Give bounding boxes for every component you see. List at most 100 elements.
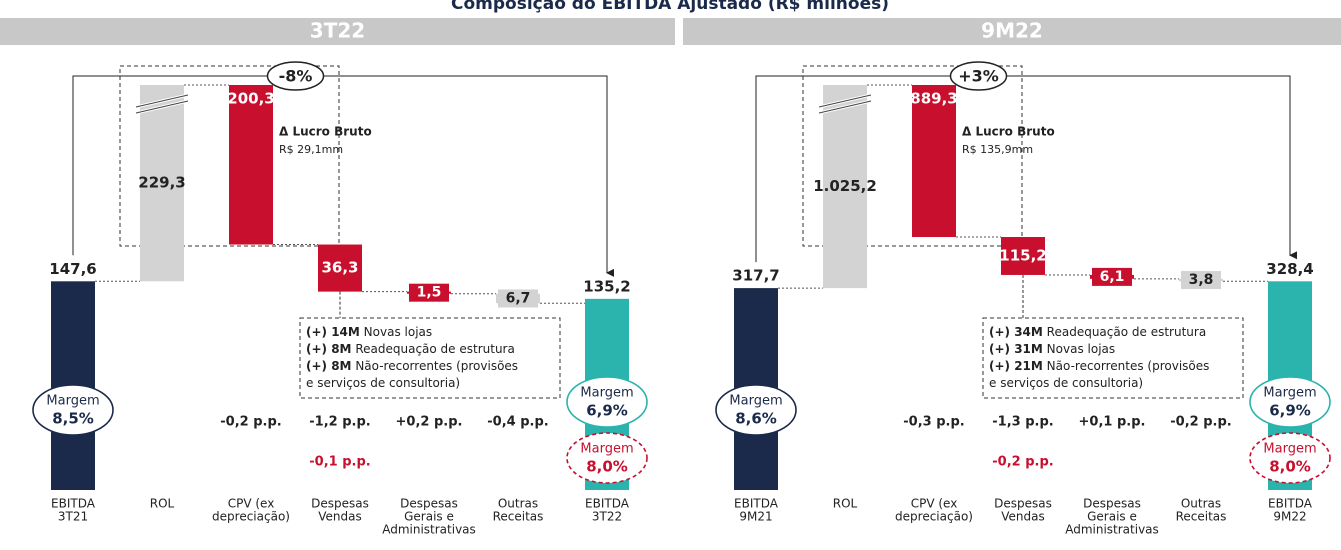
note-text: Não-recorrentes (provisões (1047, 359, 1210, 373)
margin-label: Margem (1263, 442, 1316, 457)
value-label: 3,8 (1189, 272, 1214, 288)
value-label: 889,3 (910, 90, 957, 108)
note-text: e serviços de consultoria) (989, 376, 1143, 390)
bar (823, 85, 867, 289)
note-line: (+) 31M Novas lojas (989, 342, 1115, 356)
note-lead: (+) 14M (306, 325, 360, 339)
panel-header-label: 9M22 (981, 19, 1043, 43)
category-label: ROL (150, 497, 175, 511)
note-line: (+) 21M Não-recorrentes (provisões (989, 359, 1209, 373)
margin-value: 6,9% (586, 402, 628, 420)
value-label: 1,5 (417, 285, 442, 301)
margin-change: -1,3 p.p. (992, 415, 1053, 430)
margin-change: -1,2 p.p. (309, 415, 370, 430)
margin-change: -0,2 p.p. (220, 415, 281, 430)
margin-label: Margem (46, 394, 99, 409)
axis-break (135, 100, 189, 114)
category-label: Gerais e (1087, 510, 1137, 524)
margin-badge (1249, 432, 1331, 484)
margin-value: 8,0% (586, 458, 628, 476)
note-text: Novas lojas (364, 325, 432, 339)
category-label: 3T21 (58, 510, 88, 524)
category-label: Receitas (1176, 510, 1227, 524)
value-label: 1.025,2 (813, 177, 877, 195)
category-label: Vendas (1001, 510, 1045, 524)
value-label: 147,6 (49, 260, 96, 278)
note-text: Novas lojas (1047, 342, 1115, 356)
value-label-box (498, 289, 538, 308)
note-text: Não-recorrentes (provisões (355, 359, 518, 373)
value-label-box (409, 283, 449, 302)
margin-label: Margem (729, 394, 782, 409)
change-arrow (72, 75, 614, 277)
margin-badge (32, 384, 114, 436)
note-line: (+) 8M Readequação de estrutura (306, 342, 515, 356)
change-badge (266, 61, 325, 91)
category-label: EBITDA (51, 497, 96, 511)
panel-header (683, 18, 1341, 45)
category-label: depreciação) (895, 510, 973, 524)
note-lead: (+) 8M (306, 359, 352, 373)
note-text: e serviços de consultoria) (306, 376, 460, 390)
note-line: (+) 8M Não-recorrentes (provisões (306, 359, 518, 373)
note-text: Readequação de estrutura (355, 342, 515, 356)
gross-profit-value: R$ 29,1mm (279, 143, 343, 156)
category-label: CPV (ex (911, 497, 958, 511)
category-label: Administrativas (1065, 523, 1159, 537)
notes-box (982, 317, 1244, 399)
value-label: 135,2 (583, 277, 630, 295)
value-label: 200,3 (227, 90, 274, 108)
margin-badge (566, 376, 648, 428)
margin-badge (1249, 376, 1331, 428)
note-line: e serviços de consultoria) (306, 376, 460, 390)
margin-value: 8,6% (735, 410, 777, 428)
category-label: Outras (498, 497, 538, 511)
note-lead: (+) 8M (306, 342, 352, 356)
margin-value: 8,0% (1269, 458, 1311, 476)
margin-label: Margem (580, 386, 633, 401)
margin-badge (715, 384, 797, 436)
bar (1001, 237, 1045, 275)
margin-badge (566, 432, 648, 484)
change-label: +3% (958, 67, 999, 86)
category-label: 9M22 (1273, 510, 1306, 524)
gross-profit-label: Δ Lucro Bruto (279, 125, 372, 139)
category-label: EBITDA (1268, 497, 1313, 511)
note-lead: (+) 34M (989, 325, 1043, 339)
margin-value: 8,5% (52, 410, 94, 428)
margin-label: Margem (580, 442, 633, 457)
value-label: 229,3 (138, 174, 185, 192)
value-label: 115,2 (999, 246, 1046, 264)
category-label: Despesas (1083, 497, 1141, 511)
note-text: Readequação de estrutura (1047, 325, 1207, 339)
category-label: EBITDA (585, 497, 630, 511)
category-label: Despesas (311, 497, 369, 511)
adjusted-margin-change: -0,1 p.p. (309, 455, 370, 470)
bar (912, 85, 956, 238)
axis-break (818, 100, 872, 114)
value-label-box (1181, 271, 1221, 290)
category-label: CPV (ex (228, 497, 275, 511)
note-lead: (+) 31M (989, 342, 1043, 356)
category-label: Vendas (318, 510, 362, 524)
chart-title: Composição do EBITDA Ajustado (R$ milhõe… (451, 0, 889, 14)
bar (140, 85, 184, 282)
margin-label: Margem (1263, 386, 1316, 401)
value-label: 6,7 (506, 290, 531, 306)
margin-change: -0,3 p.p. (903, 415, 964, 430)
gross-profit-value: R$ 135,9mm (962, 143, 1033, 156)
category-label: 3T22 (592, 510, 622, 524)
panel-header-label: 3T22 (310, 19, 365, 43)
category-label: EBITDA (734, 497, 779, 511)
note-line: (+) 34M Readequação de estrutura (989, 325, 1206, 339)
axis-break (135, 94, 189, 108)
category-label: Gerais e (404, 510, 454, 524)
bar (318, 244, 362, 292)
value-label: 36,3 (321, 259, 358, 277)
change-badge (949, 61, 1008, 91)
category-label: Receitas (493, 510, 544, 524)
value-label: 317,7 (732, 267, 779, 285)
category-label: depreciação) (212, 510, 290, 524)
adjusted-margin-change: -0,2 p.p. (992, 455, 1053, 470)
